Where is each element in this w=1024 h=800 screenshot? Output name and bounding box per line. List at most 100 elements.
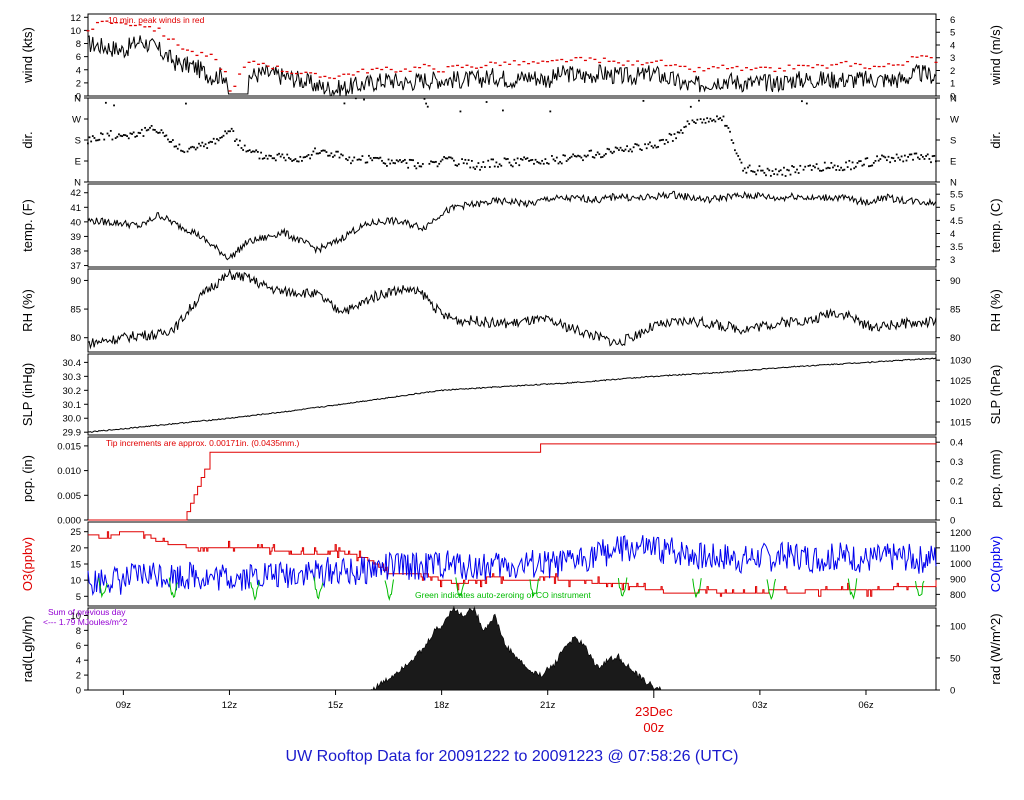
dir-point: [234, 140, 236, 143]
wind-peak-mark: [811, 66, 815, 69]
dir-point: [188, 147, 191, 150]
dir-point: [196, 146, 199, 149]
dir-point: [920, 154, 923, 156]
dir-point: [399, 159, 401, 161]
dir-point: [833, 164, 836, 167]
dir-point: [699, 118, 702, 121]
dir-point: [274, 159, 277, 162]
dir-point: [619, 146, 622, 149]
dir-point: [575, 155, 578, 158]
dir-point: [255, 149, 258, 152]
dir-point: [537, 161, 540, 164]
wind-peak-mark: [659, 59, 663, 61]
wind-peak-mark: [877, 65, 881, 68]
dir-point: [822, 169, 825, 172]
dir-point: [531, 158, 534, 161]
dir-point: [755, 173, 758, 176]
dir-point: [328, 154, 331, 157]
dir-point: [90, 140, 93, 143]
dir-point: [492, 158, 495, 161]
dir-point: [211, 141, 213, 143]
temp-ytick-label-right: 3: [950, 255, 955, 266]
dir-point: [480, 166, 483, 168]
co-autozero-segment: [529, 578, 539, 597]
dir-point: [890, 156, 893, 159]
rad-ytick-label-right: 50: [950, 653, 961, 664]
dir-point: [645, 147, 648, 150]
dir-point: [709, 117, 712, 120]
dir-point: [127, 137, 130, 140]
dir-point: [874, 159, 877, 162]
dir-point: [170, 140, 173, 143]
dir-point: [142, 135, 145, 137]
day-label: 23Dec: [635, 704, 673, 719]
rad-ytick-label-left: 2: [76, 671, 81, 682]
dir-point: [191, 145, 194, 148]
dir-point: [702, 118, 705, 121]
wind-peak-mark: [550, 59, 554, 62]
wind-peak-mark: [508, 63, 512, 65]
dir-point: [175, 145, 178, 148]
dir-point: [753, 171, 756, 173]
dir-point: [573, 155, 576, 157]
dir-point: [96, 139, 99, 142]
wind-ylabel-right: wind (m/s): [988, 25, 1003, 86]
dir-point: [668, 132, 671, 135]
time-tick-label: 09z: [116, 700, 132, 711]
dir-point: [439, 160, 442, 163]
dir-point: [866, 157, 869, 160]
wind-peak-mark: [133, 24, 137, 27]
dir-point: [287, 156, 290, 159]
wind-peak-mark: [787, 64, 791, 66]
dir-point: [299, 155, 302, 158]
dir-point: [915, 152, 918, 155]
dir-point: [868, 165, 870, 168]
wind-peak-mark: [271, 67, 275, 70]
dir-point: [230, 127, 233, 130]
temp-ytick-label-right: 4.5: [950, 216, 963, 227]
dir-point: [578, 155, 581, 158]
dir-point: [237, 144, 240, 147]
wind-peak-mark: [915, 56, 919, 58]
dir-point: [519, 158, 522, 160]
dir-point: [624, 148, 627, 151]
wind-peak-mark: [389, 68, 393, 71]
o3co-ytick-label-right: 1000: [950, 559, 971, 570]
dir-point: [430, 160, 432, 163]
dir-point: [371, 159, 374, 162]
dir-point: [528, 160, 530, 162]
dir-point: [846, 166, 849, 168]
dir-point: [449, 156, 452, 159]
wind-peak-mark: [280, 70, 284, 73]
dir-point: [807, 165, 810, 167]
dir-point: [598, 153, 601, 156]
dir-point: [363, 98, 365, 101]
rh-ylabel-left: RH (%): [20, 289, 35, 332]
wind-peak-mark: [820, 64, 824, 67]
dir-point: [461, 158, 463, 161]
wind-ytick-label-right: 0: [950, 92, 955, 103]
dir-point: [604, 153, 607, 155]
dir-point: [765, 174, 767, 177]
slp-ylabel-right: SLP (hPa): [988, 365, 1003, 425]
dir-point: [144, 126, 146, 129]
wind-peak-mark: [124, 23, 128, 25]
wind-peak-mark: [853, 62, 857, 65]
dir-point: [343, 102, 346, 105]
dir-point: [776, 173, 779, 176]
wind-peak-mark: [484, 64, 488, 67]
dir-point: [680, 129, 682, 132]
rad-annotation-line2: <--- 1.79 MJoules/m^2: [43, 617, 128, 627]
wind-peak-mark: [754, 67, 758, 69]
dir-point: [694, 122, 697, 125]
dir-point: [155, 130, 158, 133]
dir-point: [720, 119, 723, 122]
wind-peak-mark: [745, 67, 749, 69]
wind-peak-mark: [105, 20, 109, 22]
dir-point: [783, 166, 785, 169]
dir-point: [412, 159, 414, 162]
time-tick-label: 15z: [328, 700, 344, 711]
dir-point: [908, 153, 911, 156]
wind-peak-mark: [617, 62, 621, 64]
wind-peak-mark: [337, 75, 341, 77]
